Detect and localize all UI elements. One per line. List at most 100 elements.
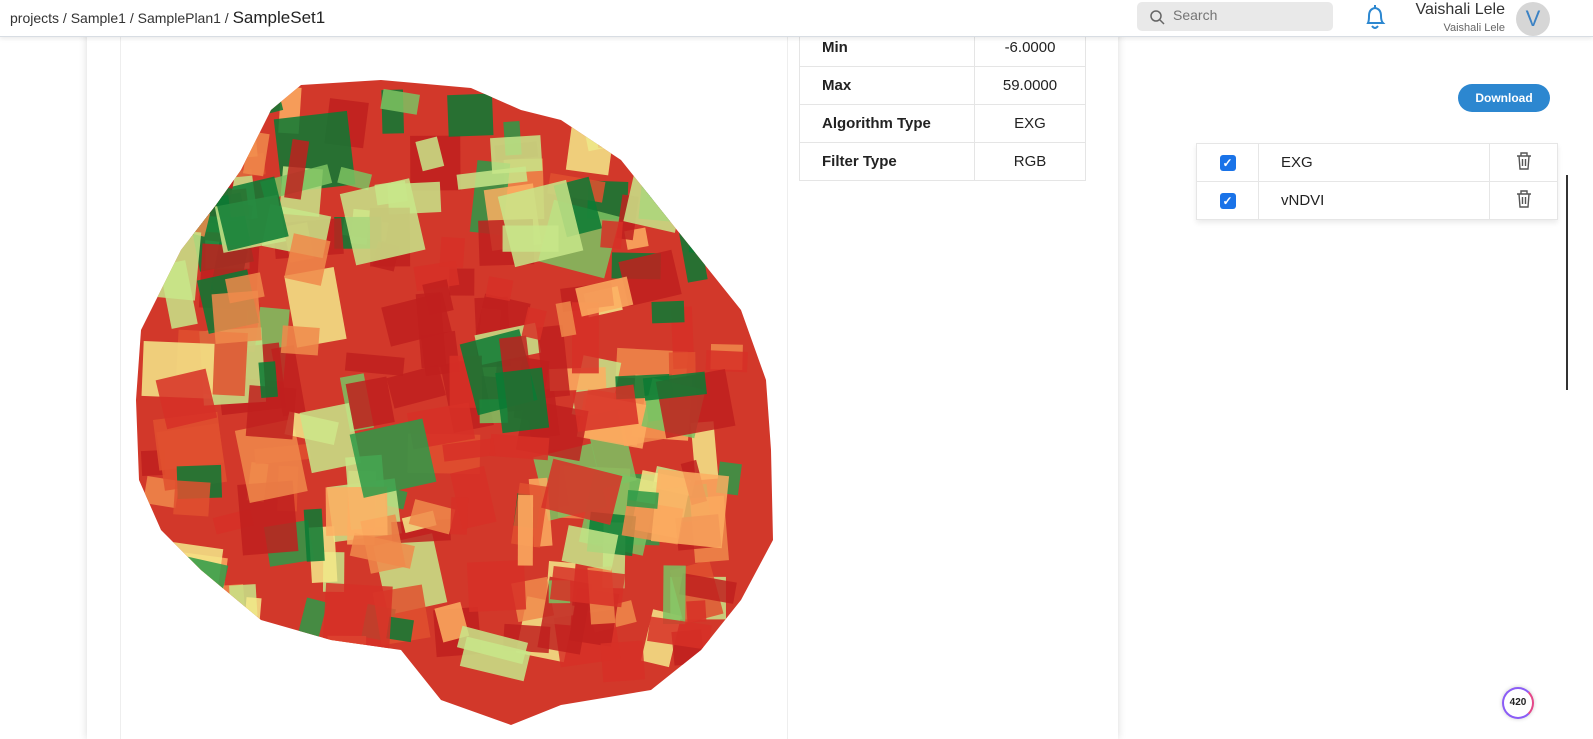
map-field-patch (271, 344, 306, 417)
map-field-patch (439, 236, 465, 268)
map-field-patch (345, 376, 395, 430)
map-field-patch (536, 324, 571, 399)
map-field-patch (344, 352, 405, 376)
user-name[interactable]: Vaishali Lele (1415, 1, 1505, 18)
map-field-patch (258, 361, 278, 398)
map-field-patch (450, 497, 469, 535)
map-field-patch (299, 402, 362, 474)
map-field-patch (541, 458, 623, 525)
map-field-patch (142, 91, 215, 153)
map-field-patch (322, 582, 393, 653)
map-field-patch (234, 418, 308, 503)
layer-name[interactable]: EXG (1258, 143, 1490, 182)
map-field-patch (650, 468, 730, 549)
breadcrumb-sampleplan1[interactable]: SamplePlan1 (137, 10, 221, 26)
map-field-patch (653, 136, 726, 197)
map-field-patch (374, 180, 408, 206)
map-field-patch (575, 276, 634, 317)
map-field-patch (571, 302, 599, 374)
breadcrumb-projects[interactable]: projects (10, 10, 60, 26)
layer-name[interactable]: vNDVI (1258, 181, 1490, 220)
map-field-patch (213, 176, 289, 251)
layer-checkbox[interactable]: ✓ (1219, 155, 1236, 172)
map-field-patch (442, 438, 496, 462)
trash-icon[interactable] (1515, 151, 1533, 171)
user-subtitle: Vaishali Lele (1443, 22, 1505, 34)
map-field-patch (646, 130, 687, 157)
info-row: Filter Type RGB (799, 142, 1086, 181)
map-field-patch (572, 384, 639, 432)
info-key: Filter Type (799, 142, 975, 181)
map-field-patch (618, 249, 682, 307)
map-field-patch (284, 139, 310, 200)
map-field-patch (686, 600, 707, 623)
map-field-patch (679, 573, 737, 604)
map-field-patch (497, 179, 584, 268)
map-field-patch (262, 627, 304, 688)
map-field-patch (167, 622, 216, 657)
map-field-patch (565, 105, 617, 176)
map-field-patch (386, 616, 414, 643)
map-field-patch (705, 350, 748, 373)
map-field-patch (691, 169, 722, 240)
map-field-patch (594, 119, 624, 148)
notification-count-badge[interactable]: 420 (1502, 687, 1534, 719)
map-field-patch (380, 88, 420, 115)
map-field-patch (349, 418, 437, 498)
map-field-patch (447, 93, 494, 137)
map-field-patch (660, 149, 712, 208)
map-field-patch (600, 640, 646, 683)
map-field-patch (153, 98, 212, 171)
search-input[interactable] (1173, 7, 1323, 23)
map-field-patch (489, 433, 550, 461)
map-field-patch (623, 158, 690, 233)
map-field-patch (148, 179, 212, 209)
info-key: Algorithm Type (799, 104, 975, 143)
map-field-patch (466, 559, 527, 613)
map-field-patch (180, 620, 248, 667)
map-field-patch (485, 276, 514, 301)
map-field-patch (337, 166, 373, 191)
map-field-patch (189, 131, 242, 189)
map-field-patch (169, 598, 196, 629)
bell-icon[interactable] (1360, 2, 1390, 32)
map-field-patch (626, 489, 659, 509)
map-field-patch (381, 292, 452, 347)
layer-row: ✓ EXG (1196, 143, 1558, 182)
download-button[interactable]: Download (1458, 84, 1550, 112)
map-field-patch (662, 565, 686, 625)
map-field-patch (413, 260, 460, 292)
map-field-patch (521, 306, 547, 341)
breadcrumb: projects / Sample1 / SamplePlan1 / Sampl… (10, 8, 326, 27)
map-field-patch (664, 87, 726, 122)
map-field-patch (688, 222, 721, 255)
layers-table: ✓ EXG ✓ vNDVI (1196, 143, 1558, 220)
map-field-patch (600, 220, 624, 249)
map-field-patch (211, 290, 262, 345)
map-field-patch (179, 597, 250, 670)
map-field-patch (490, 135, 543, 174)
info-value: RGB (974, 142, 1086, 181)
map-field-patch (666, 85, 729, 148)
trash-icon[interactable] (1515, 189, 1533, 209)
map-field-patch (284, 233, 331, 286)
breadcrumb-sample1[interactable]: Sample1 (70, 10, 126, 26)
map-field-patch (155, 368, 218, 430)
search-box[interactable] (1137, 2, 1333, 31)
map-field-patch (561, 525, 619, 571)
map-field-patch (159, 260, 198, 329)
map-field-patch (647, 616, 712, 650)
map-field-patch (517, 495, 534, 566)
map-field-patch (161, 130, 227, 158)
map-field-patch (185, 93, 258, 163)
map-field-patch (280, 325, 320, 356)
avatar[interactable]: V (1516, 2, 1550, 36)
map-field-patch (415, 136, 445, 172)
map-field-patch (456, 166, 528, 190)
map-field-patch (642, 371, 707, 401)
layer-checkbox[interactable]: ✓ (1219, 193, 1236, 210)
map-field-patch (225, 272, 265, 304)
scrollbar[interactable] (1566, 175, 1568, 390)
map-field-patch (646, 129, 715, 207)
info-table: Min -6.0000 Max 59.0000 Algorithm Type EXG … (799, 28, 1086, 181)
